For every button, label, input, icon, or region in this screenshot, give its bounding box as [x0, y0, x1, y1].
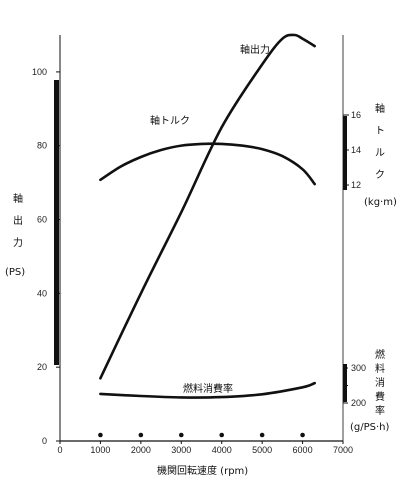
x-tick-label: 0 — [57, 445, 62, 455]
x-marker-dot — [98, 432, 103, 438]
x-tick-label: 1000 — [90, 445, 110, 455]
left-axis-label-char-1: 軸 — [13, 192, 23, 205]
torque-tick-label: 12 — [351, 180, 361, 190]
torque-axis-label-char-4: ク — [375, 169, 385, 181]
torque-tick-label: 16 — [351, 110, 361, 120]
power-line — [99, 33, 316, 380]
x-marker-dot — [219, 432, 225, 438]
left-axis-label-char-3: 力 — [13, 236, 23, 249]
x-tick-label: 5000 — [252, 445, 272, 455]
left-tick-label: 40 — [37, 288, 47, 298]
torque-axis-highlight-bar — [343, 116, 347, 190]
x-axis-label: 機関回転速度 (rpm) — [157, 464, 248, 477]
left-axis-label: 軸 出 力 (PS) — [5, 192, 25, 278]
left-tick-label: 60 — [37, 215, 47, 225]
fuel-axis-highlight-bar — [343, 364, 347, 402]
torque-axis-unit: (kg·m) — [364, 197, 397, 208]
series-label-power: 軸出力 — [240, 43, 270, 56]
torque-axis-label-char-1: 軸 — [375, 102, 385, 115]
left-axis-highlight-bar — [54, 80, 59, 365]
x-tick-label: 7000 — [333, 445, 353, 455]
torque-axis-label-char-3: ル — [375, 148, 385, 159]
x-tick-label: 4000 — [212, 445, 232, 455]
left-axis-unit: (PS) — [5, 267, 25, 278]
left-tick-label: 0 — [42, 436, 47, 446]
left-axis-label-char-2: 出 — [13, 214, 23, 227]
series-labels: 軸出力 軸トルク 燃料消費率 — [150, 43, 270, 395]
x-axis-ticks: 0 1000 2000 3000 4000 5000 6000 7000 — [57, 432, 353, 455]
fuel-tick-label: 300 — [351, 363, 366, 373]
x-marker-dot — [178, 432, 184, 438]
x-tick-label: 6000 — [293, 445, 313, 455]
series-lines — [99, 33, 316, 399]
fuel-axis-label-char-3: 消 — [375, 376, 385, 389]
torque-axis-label-char-2: ト — [375, 126, 385, 137]
x-tick-label: 2000 — [131, 445, 151, 455]
series-label-torque: 軸トルク — [150, 114, 190, 127]
fuel-axis-label-char-5: 率 — [375, 404, 385, 417]
left-tick-label: 100 — [32, 67, 47, 77]
fuel-axis-label-char-1: 燃 — [375, 348, 385, 361]
plot-frame — [59, 35, 344, 442]
x-marker-dot — [300, 432, 305, 438]
left-tick-label: 20 — [37, 362, 47, 372]
torque-axis-label: 軸 ト ル ク (kg·m) — [364, 102, 397, 208]
x-tick-label: 3000 — [171, 445, 191, 455]
fuel-axis-unit: (g/PS·h) — [350, 422, 390, 433]
x-marker-dot — [138, 432, 144, 438]
fuel-tick-label: 200 — [351, 398, 366, 408]
fuel-axis-label-char-4: 費 — [375, 390, 385, 403]
series-label-fuel: 燃料消費率 — [183, 382, 233, 395]
left-tick-label: 80 — [37, 141, 47, 151]
x-marker-dot — [259, 432, 265, 438]
fuel-axis-label-char-2: 料 — [375, 362, 385, 375]
fuel-consumption-line — [99, 381, 316, 399]
torque-line — [99, 142, 316, 186]
torque-tick-label: 14 — [351, 145, 361, 155]
fuel-axis-label: 燃 料 消 費 率 (g/PS·h) — [350, 348, 390, 433]
